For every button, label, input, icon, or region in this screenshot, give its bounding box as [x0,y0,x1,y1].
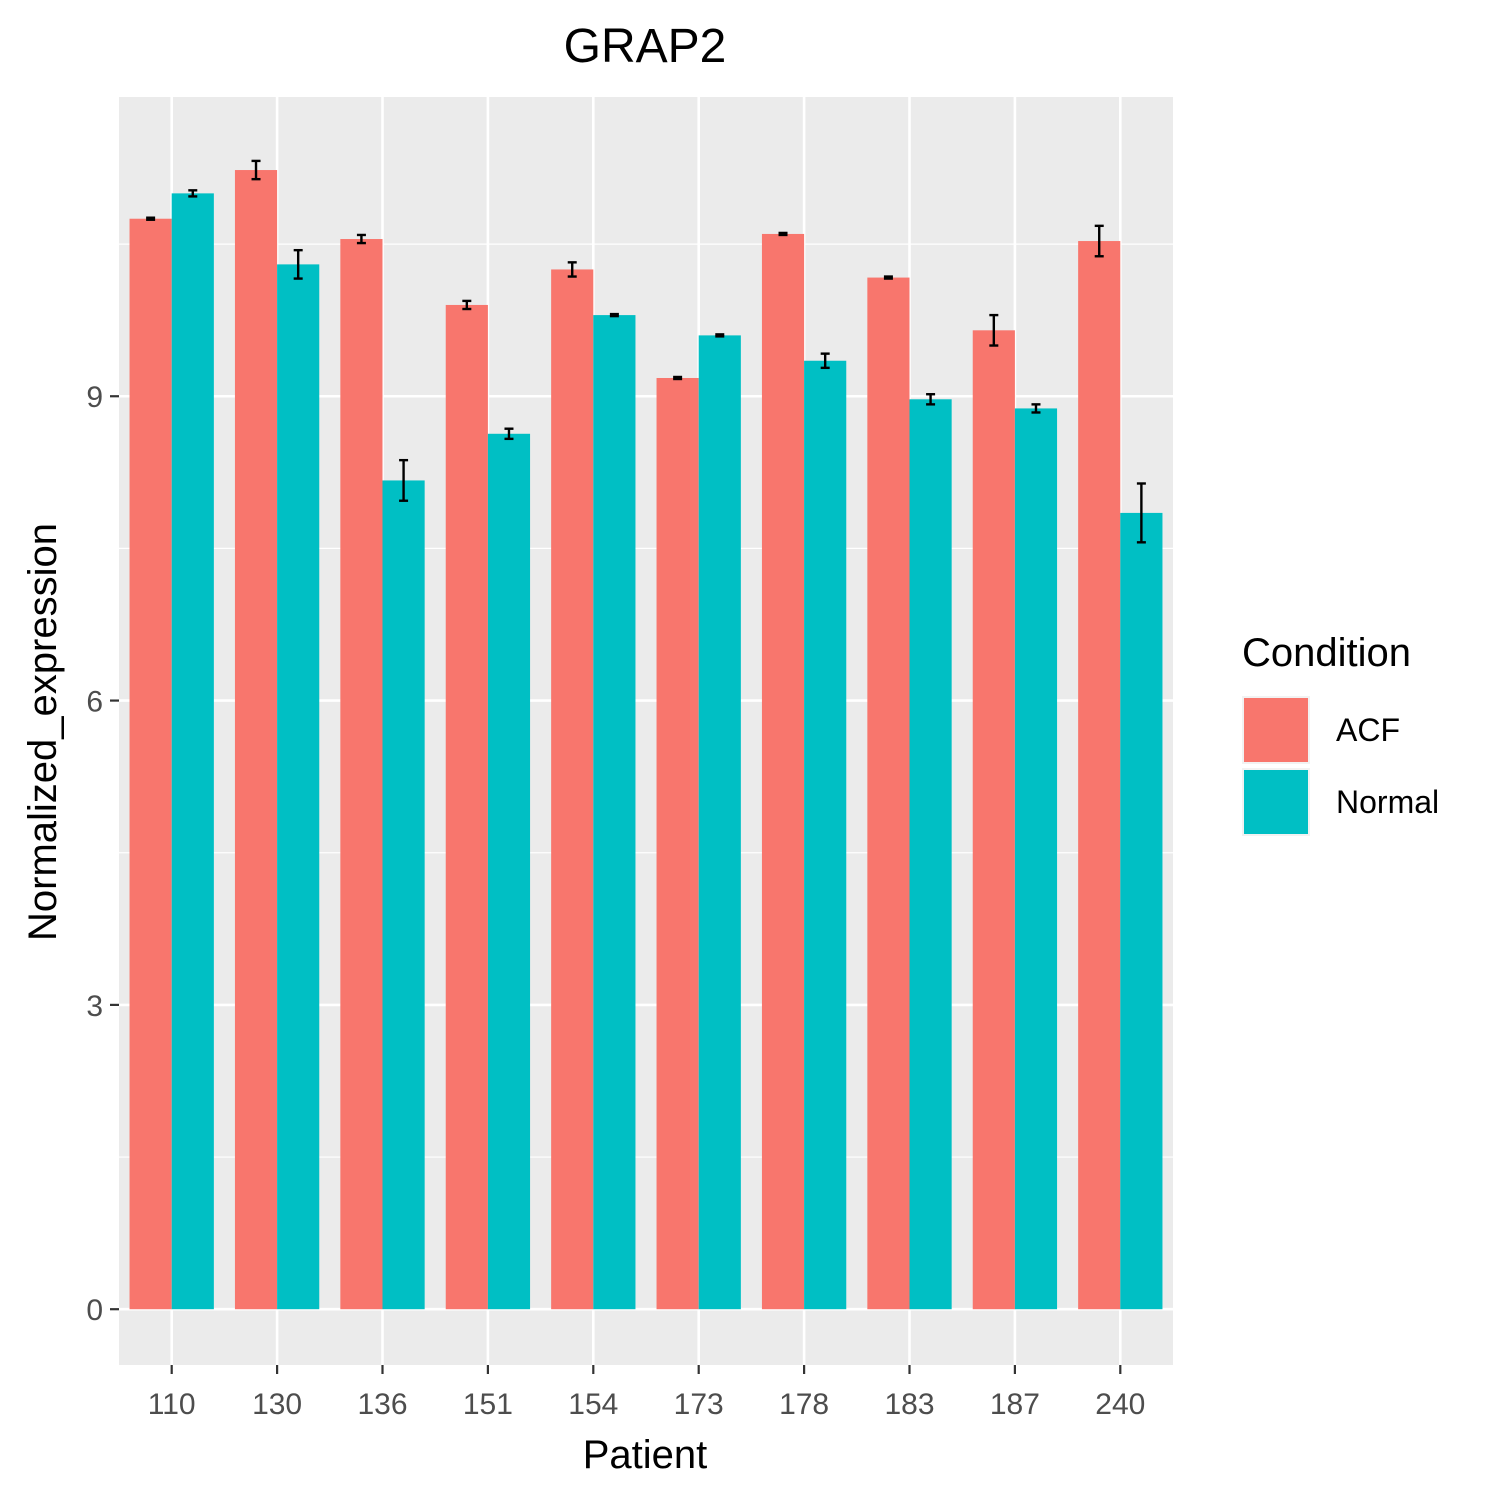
bars [129,170,1163,1310]
bar-normal-154 [593,315,636,1310]
y-tick-label: 6 [86,686,103,719]
y-tick-label: 3 [86,990,103,1023]
bar-acf-130 [234,170,278,1310]
bar-normal-178 [804,360,847,1310]
x-axis: 110 130 136 151 154 173 178 183 187 240 [148,1365,1145,1421]
x-axis-title: Patient [583,1433,708,1477]
bar-normal-183 [909,399,952,1310]
bar-acf-187 [972,330,1015,1310]
legend-label-normal: Normal [1336,784,1439,820]
legend: Condition ACF Normal [1242,631,1439,836]
y-tick-label: 9 [86,381,103,414]
legend-label-acf: ACF [1336,712,1400,748]
y-axis: 0 3 6 9 [86,381,119,1327]
x-tick-label: 187 [990,1388,1040,1421]
error-bars [146,159,1146,544]
bar-acf-183 [867,277,910,1310]
bar-acf-154 [551,269,594,1310]
bar-acf-240 [1078,241,1121,1310]
x-tick-label: 173 [674,1388,724,1421]
bar-normal-110 [171,193,214,1310]
bar-acf-173 [656,377,699,1310]
bar-normal-187 [1014,408,1058,1310]
x-tick-label: 154 [568,1388,618,1421]
x-tick-label: 151 [463,1388,513,1421]
y-tick-label: 0 [86,1294,103,1327]
bar-acf-178 [761,233,805,1310]
chart-title: GRAP2 [564,20,727,73]
bar-normal-151 [487,433,531,1310]
bar-normal-240 [1120,512,1163,1310]
bar-acf-110 [129,218,172,1310]
legend-title: Condition [1242,631,1411,675]
x-tick-label: 178 [779,1388,829,1421]
x-tick-label: 136 [357,1388,407,1421]
bar-acf-151 [445,304,488,1310]
x-tick-label: 183 [884,1388,934,1421]
bar-normal-130 [277,264,320,1310]
bar-normal-136 [382,480,425,1310]
x-tick-label: 110 [148,1388,196,1421]
bar-normal-173 [698,335,741,1310]
y-axis-title: Normalized_expression [21,523,65,941]
x-tick-label: 130 [252,1388,302,1421]
bar-acf-136 [340,239,383,1310]
x-tick-label: 240 [1095,1388,1145,1421]
legend-key-acf [1244,698,1308,762]
legend-key-normal [1244,770,1308,834]
